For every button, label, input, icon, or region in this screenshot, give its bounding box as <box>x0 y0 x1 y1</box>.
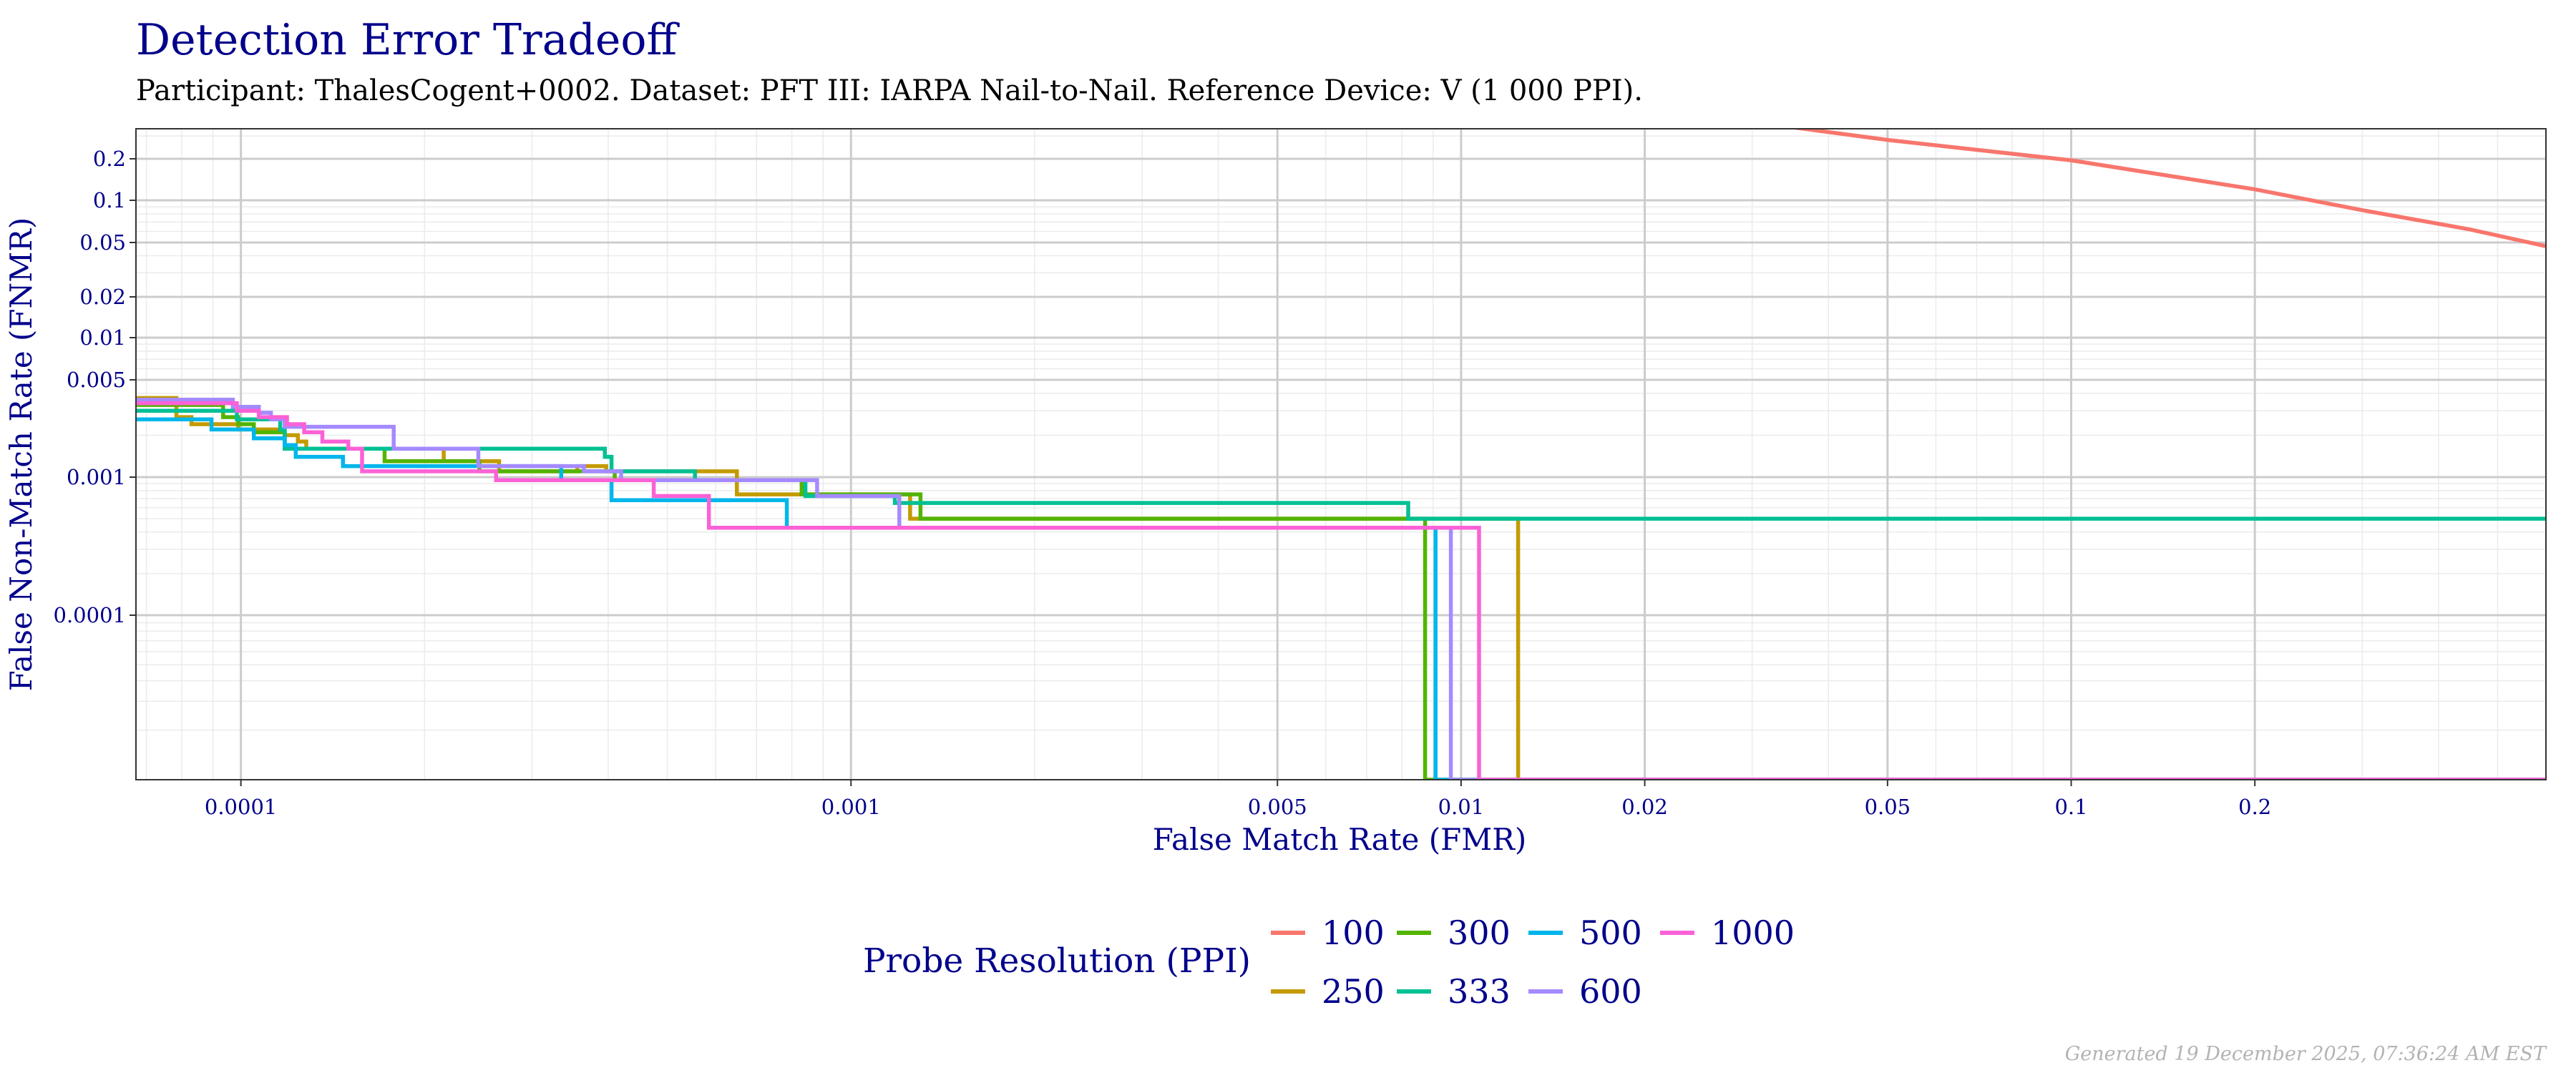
series-line-1000 <box>136 401 2546 780</box>
y-tick-label: 0.005 <box>67 368 126 392</box>
legend-label-500: 500 <box>1579 913 1642 952</box>
series-line-600 <box>136 398 2546 780</box>
chart-subtitle: Participant: ThalesCogent+0002. Dataset:… <box>136 74 1643 107</box>
legend-label-333: 333 <box>1448 972 1511 1011</box>
y-tick-label: 0.01 <box>79 325 126 350</box>
x-axis-title: False Match Rate (FMR) <box>1153 822 1527 857</box>
x-tick-label: 0.02 <box>1621 795 1668 819</box>
series-line-500 <box>136 417 2546 780</box>
x-tick-label: 0.0001 <box>205 795 277 819</box>
x-tick-label: 0.2 <box>2238 795 2271 819</box>
y-tick-label: 0.02 <box>79 285 126 309</box>
y-tick-label: 0.2 <box>93 147 126 171</box>
legend-title: Probe Resolution (PPI) <box>863 941 1251 981</box>
legend-label-600: 600 <box>1579 972 1642 1011</box>
x-axis-ticks: 0.0001 0.001 0.005 0.01 0.02 0.05 0.1 0.2 <box>205 780 2271 819</box>
legend: 100 250 300 333 500 600 1000 <box>1271 913 1795 1011</box>
x-tick-label: 0.1 <box>2054 795 2087 819</box>
x-tick-label: 0.01 <box>1438 795 1485 819</box>
chart-title: Detection Error Tradeoff <box>136 15 680 65</box>
plot-panel-border <box>135 128 2547 780</box>
legend-label-300: 300 <box>1448 913 1511 952</box>
y-tick-label: 0.0001 <box>54 603 126 627</box>
legend-label-1000: 1000 <box>1711 913 1795 952</box>
generated-timestamp: Generated 19 December 2025, 07:36:24 AM … <box>2065 1043 2547 1065</box>
legend-label-100: 100 <box>1322 913 1385 952</box>
y-tick-label: 0.001 <box>67 465 126 489</box>
grid-minor <box>136 129 2546 780</box>
y-axis-ticks: 0.0001 0.001 0.005 0.01 0.02 0.05 0.1 0.2 <box>54 147 136 627</box>
y-tick-label: 0.05 <box>79 230 126 255</box>
y-tick-label: 0.1 <box>93 188 126 212</box>
series-line-250 <box>136 396 2546 780</box>
legend-label-250: 250 <box>1322 972 1385 1011</box>
x-tick-label: 0.001 <box>821 795 881 819</box>
y-axis-title: False Non-Match Rate (FNMR) <box>4 217 39 692</box>
x-tick-label: 0.005 <box>1248 795 1307 819</box>
series-layer <box>136 129 2546 780</box>
grid-major <box>136 129 2546 780</box>
x-tick-label: 0.05 <box>1865 795 1911 819</box>
series-line-100 <box>1792 129 2546 248</box>
